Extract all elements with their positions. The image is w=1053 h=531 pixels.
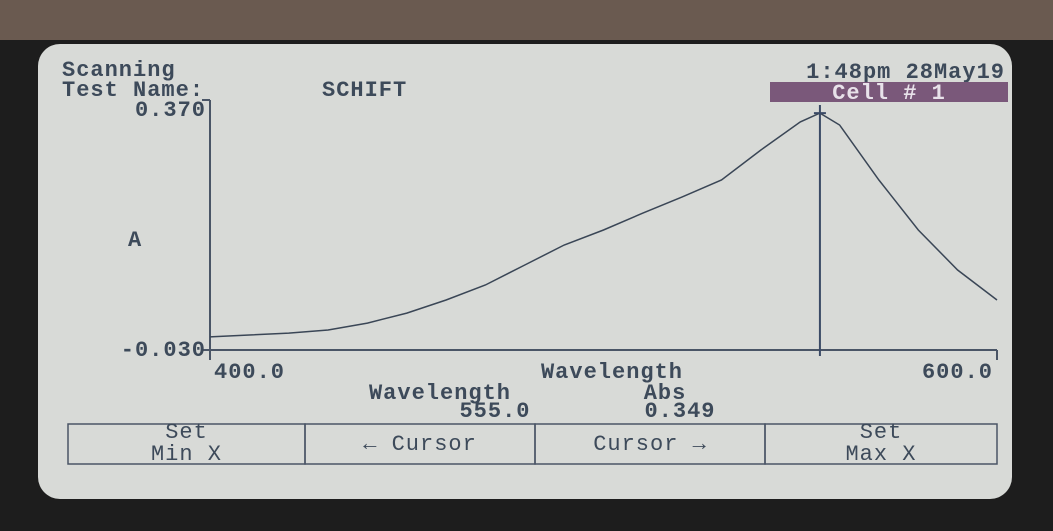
y-tick-label: -0.030 bbox=[121, 338, 206, 363]
button-label: Min X bbox=[151, 442, 222, 467]
test-name: SCHIFT bbox=[322, 78, 407, 103]
cell: Cell # 1 bbox=[832, 81, 946, 106]
button-label: ← Cursor bbox=[363, 432, 477, 457]
x-tick-label: 600.0 bbox=[922, 360, 993, 385]
x-tick-label: 400.0 bbox=[214, 360, 285, 385]
housing bbox=[0, 0, 1053, 40]
y-tick-label: 0.370 bbox=[135, 98, 206, 123]
readout-abs: 0.349 bbox=[644, 399, 715, 424]
device-screen: Scanning Test Name: SCHIFT 1:48pm 28May1… bbox=[0, 0, 1053, 531]
readout-wavelength: 555.0 bbox=[459, 399, 530, 424]
button-label: Cursor → bbox=[593, 432, 707, 457]
button-label: Max X bbox=[845, 442, 916, 467]
y-axis-label: A bbox=[128, 228, 142, 253]
